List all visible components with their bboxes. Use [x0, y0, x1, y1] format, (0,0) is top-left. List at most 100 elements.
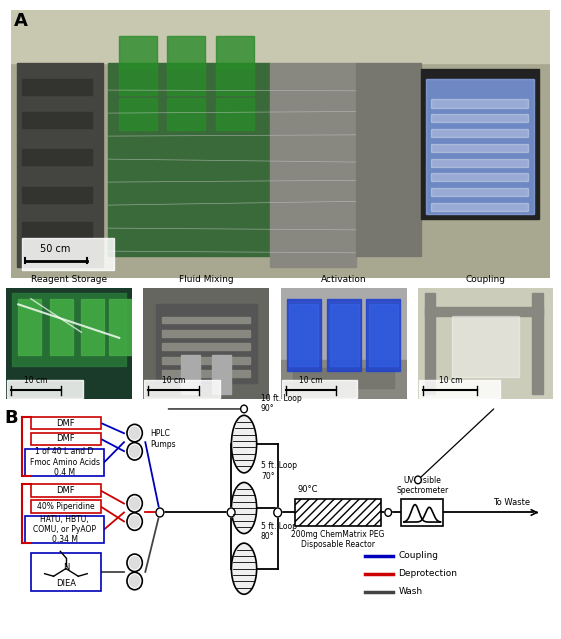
Bar	[7, 380, 82, 398]
Ellipse shape	[231, 482, 256, 534]
Circle shape	[129, 574, 140, 588]
Bar	[109, 298, 132, 355]
Bar	[22, 79, 92, 95]
Ellipse shape	[231, 415, 256, 473]
Text: DMF: DMF	[57, 419, 75, 427]
Bar	[18, 298, 41, 355]
Bar	[162, 357, 250, 364]
FancyBboxPatch shape	[31, 433, 101, 445]
Text: 90°C: 90°C	[297, 485, 318, 494]
FancyBboxPatch shape	[25, 449, 104, 476]
Bar	[17, 63, 103, 267]
Bar	[81, 298, 104, 355]
Bar	[22, 112, 92, 128]
Bar	[532, 293, 543, 394]
Bar	[162, 330, 250, 337]
Bar	[22, 238, 113, 270]
Text: Fluid Mixing: Fluid Mixing	[179, 275, 233, 284]
Text: 10 cm: 10 cm	[299, 376, 323, 385]
Text: To Waste: To Waste	[493, 498, 530, 507]
Bar	[162, 371, 250, 377]
Text: HATU, HBTU,
COMU, or PyAOP
0.34 M: HATU, HBTU, COMU, or PyAOP 0.34 M	[33, 514, 96, 544]
Circle shape	[129, 497, 140, 510]
Bar	[22, 222, 92, 238]
Text: N: N	[63, 563, 69, 572]
FancyBboxPatch shape	[31, 500, 101, 513]
Bar	[12, 293, 126, 366]
Bar	[330, 304, 359, 366]
Bar	[216, 63, 254, 95]
Bar	[167, 63, 205, 95]
Circle shape	[241, 405, 247, 413]
Bar	[425, 293, 435, 394]
Bar	[295, 499, 381, 526]
Circle shape	[274, 508, 282, 517]
Bar	[213, 355, 231, 394]
Bar	[369, 304, 398, 366]
Text: Activation: Activation	[321, 275, 366, 284]
Circle shape	[385, 509, 392, 516]
Text: A: A	[14, 12, 28, 30]
Bar	[108, 63, 270, 256]
Text: 200mg ChemMatrix PEG
Disposable Reactor: 200mg ChemMatrix PEG Disposable Reactor	[291, 530, 385, 549]
Bar	[287, 298, 321, 371]
Bar	[167, 98, 205, 130]
Bar	[401, 499, 443, 526]
Bar	[22, 187, 92, 203]
Text: B: B	[4, 409, 18, 427]
Bar	[431, 188, 528, 196]
Text: Wash: Wash	[398, 587, 422, 596]
Bar	[282, 380, 357, 398]
Bar	[431, 203, 528, 211]
Text: DMF: DMF	[57, 435, 75, 443]
Text: 5 ft. Loop
80°: 5 ft. Loop 80°	[261, 522, 297, 541]
Bar	[289, 304, 319, 366]
Bar	[426, 79, 534, 213]
Circle shape	[129, 426, 140, 440]
Bar	[280, 360, 407, 399]
Bar	[421, 68, 539, 219]
Bar	[50, 298, 72, 355]
Bar	[431, 114, 528, 122]
Text: Coupling: Coupling	[465, 275, 505, 284]
Bar	[22, 149, 92, 166]
Circle shape	[129, 556, 140, 569]
Bar	[144, 380, 220, 398]
Bar	[431, 100, 528, 107]
Text: 5 ft. Loop
70°: 5 ft. Loop 70°	[261, 461, 297, 481]
Text: 10 cm: 10 cm	[162, 376, 185, 385]
Circle shape	[156, 508, 164, 517]
Circle shape	[227, 508, 235, 517]
Text: 10 cm: 10 cm	[439, 376, 462, 385]
Bar	[162, 316, 250, 323]
Bar	[425, 307, 543, 316]
Bar	[431, 158, 528, 167]
Bar	[216, 36, 254, 68]
Text: Reagent Storage: Reagent Storage	[31, 275, 107, 284]
Bar	[156, 304, 256, 383]
FancyBboxPatch shape	[31, 553, 101, 591]
Bar	[119, 63, 157, 95]
Bar	[431, 144, 528, 152]
FancyBboxPatch shape	[31, 417, 101, 429]
Text: Coupling: Coupling	[398, 551, 438, 560]
Text: UV-Visible
Spectrometer: UV-Visible Spectrometer	[396, 476, 448, 495]
Bar	[11, 10, 550, 63]
Circle shape	[129, 445, 140, 458]
FancyBboxPatch shape	[25, 516, 104, 543]
Bar	[366, 298, 401, 371]
Bar	[327, 298, 361, 371]
Circle shape	[415, 476, 421, 484]
Text: 50 cm: 50 cm	[40, 244, 71, 254]
Bar	[162, 344, 250, 350]
FancyBboxPatch shape	[31, 484, 101, 497]
Text: DMF: DMF	[57, 486, 75, 495]
Ellipse shape	[231, 543, 256, 594]
Bar	[293, 368, 394, 388]
Text: 40% Piperidine: 40% Piperidine	[37, 502, 95, 511]
Bar	[167, 36, 205, 68]
Text: 10 cm: 10 cm	[24, 376, 48, 385]
Bar	[431, 129, 528, 137]
Bar	[119, 98, 157, 130]
Bar	[452, 316, 519, 377]
